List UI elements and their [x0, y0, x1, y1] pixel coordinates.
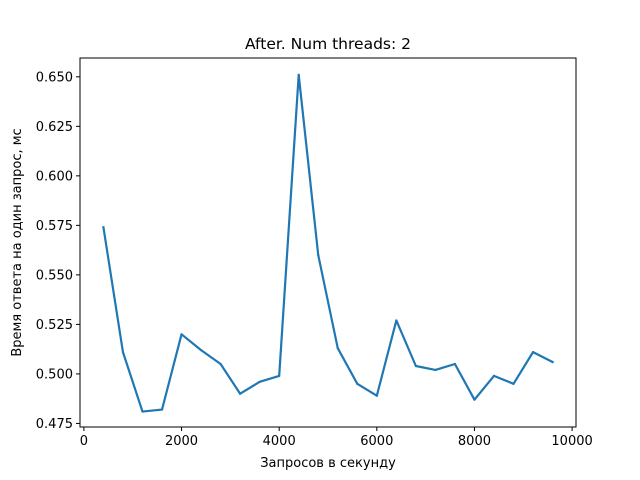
data-point — [121, 351, 125, 354]
data-point — [375, 394, 378, 397]
series-line-0 — [102, 73, 555, 413]
x-tick-label: 4000 — [263, 434, 296, 449]
x-tick-label: 0 — [80, 434, 88, 449]
data-point — [239, 392, 242, 395]
data-point — [160, 408, 164, 411]
x-tick-label: 2000 — [165, 434, 198, 449]
data-point — [356, 382, 359, 385]
data-point — [317, 253, 320, 257]
y-tick-label: 0.600 — [36, 169, 73, 184]
data-point — [473, 398, 476, 401]
data-point — [219, 362, 222, 366]
data-point — [199, 349, 203, 352]
plot-area — [102, 73, 555, 413]
chart-title: After. Num threads: 2 — [245, 35, 411, 53]
x-axis-title: Запросов в секунду — [260, 456, 396, 471]
y-tick-label: 0.625 — [36, 120, 73, 135]
data-point — [453, 362, 457, 366]
data-point — [141, 410, 144, 413]
axes-frame — [79, 57, 577, 428]
data-point — [102, 226, 105, 229]
y-tick-label: 0.650 — [36, 70, 73, 85]
y-tick-label: 0.550 — [36, 268, 73, 283]
data-point — [258, 380, 261, 383]
y-tick-label: 0.475 — [36, 417, 73, 432]
y-tick-label: 0.525 — [36, 318, 73, 333]
y-tick-label: 0.500 — [36, 367, 73, 382]
data-point — [551, 360, 554, 364]
x-tick-label: 6000 — [360, 434, 393, 449]
x-tick-label: 8000 — [458, 434, 491, 449]
data-point — [492, 374, 496, 377]
data-point — [434, 368, 437, 372]
data-point — [180, 333, 183, 336]
data-point — [297, 73, 300, 76]
data-point — [414, 364, 417, 368]
data-point — [512, 382, 515, 385]
y-axis-title: Время ответа на один запрос, мс — [10, 128, 25, 356]
data-point — [395, 319, 398, 322]
y-tick-label: 0.575 — [36, 219, 73, 234]
x-tick-label: 10000 — [551, 434, 592, 449]
data-point — [336, 347, 339, 350]
data-point — [278, 374, 281, 377]
data-point — [531, 351, 535, 354]
